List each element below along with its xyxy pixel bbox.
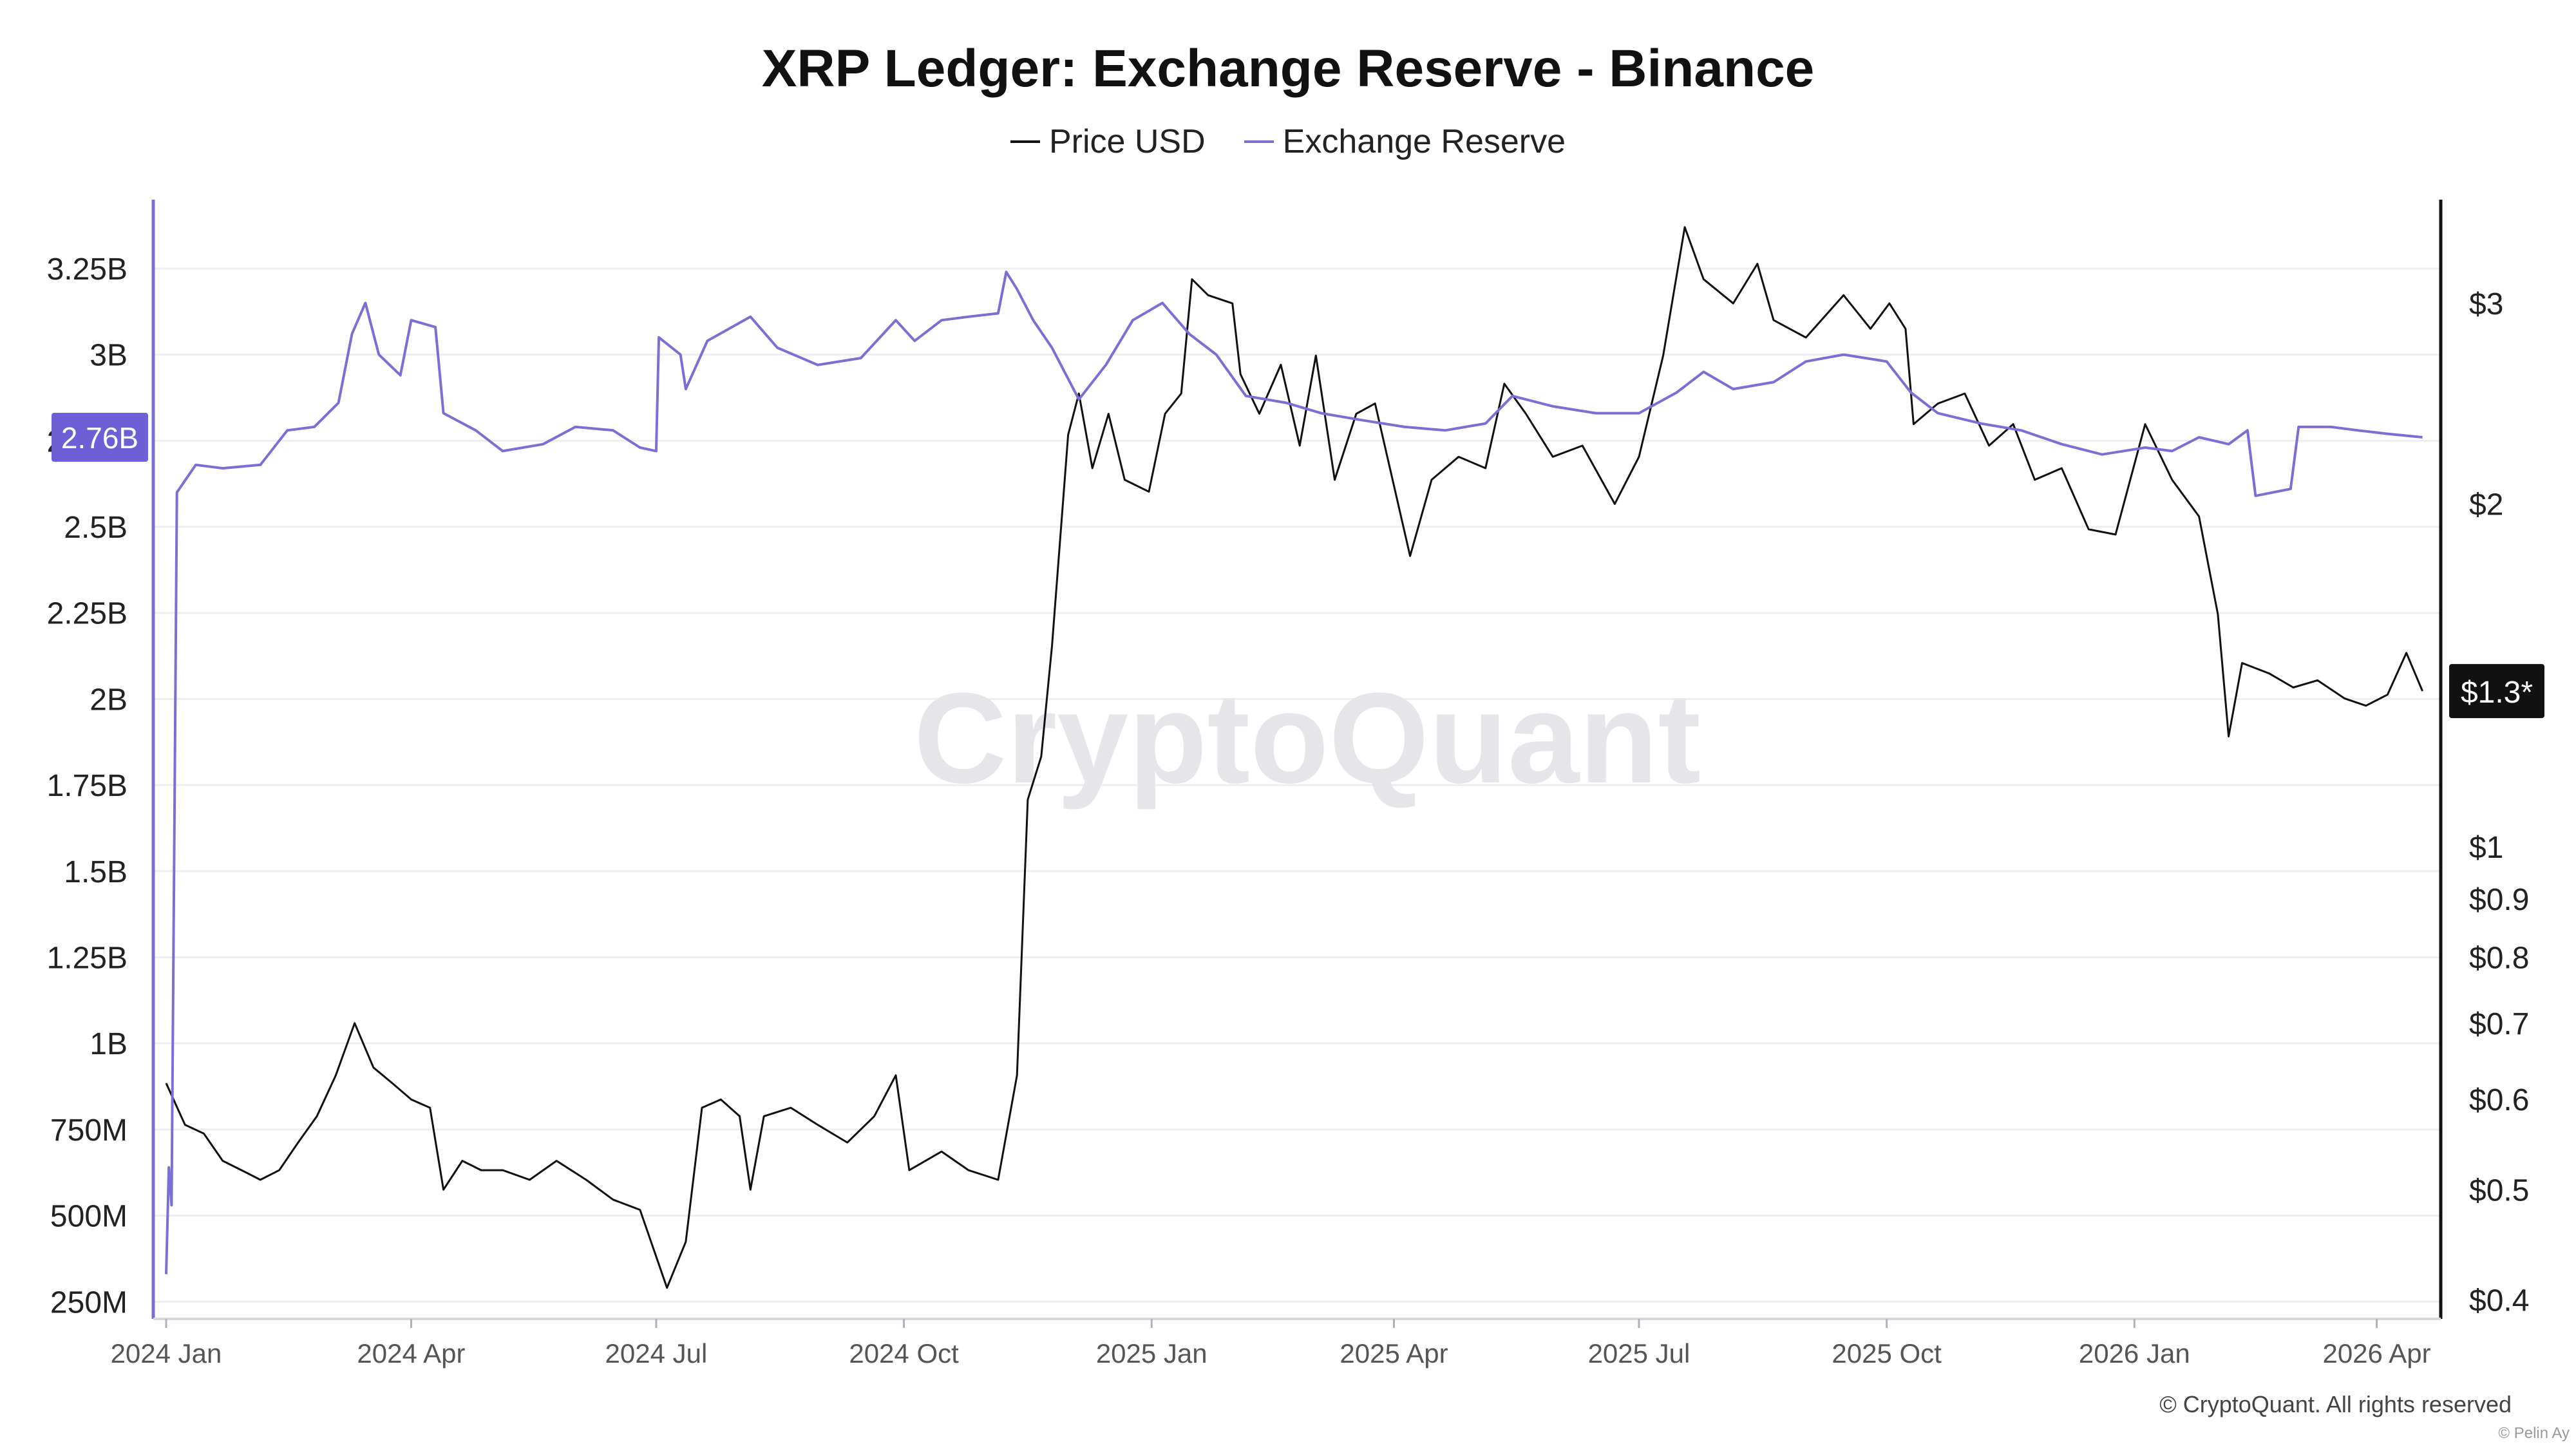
- price-usd-line: [165, 226, 2423, 1289]
- y-left-tick-label: 500M: [50, 1200, 128, 1234]
- x-tick-label: 2024 Jul: [605, 1338, 708, 1368]
- legend-label: Price USD: [1048, 123, 1206, 160]
- y-left-tick-label: 3.25B: [47, 252, 128, 287]
- y-left-tick-label: 3B: [90, 339, 128, 373]
- price-current-marker: [2449, 664, 2544, 719]
- x-tick-label: 2026 Jan: [2079, 1338, 2190, 1368]
- y-left-tick-label: 1B: [90, 1027, 128, 1061]
- x-tick-label: 2025 Apr: [1340, 1338, 1448, 1368]
- y-left-tick-label: 750M: [50, 1113, 128, 1148]
- legend-swatch: [1244, 140, 1274, 143]
- y-right-tick-label: $0.6: [2469, 1083, 2529, 1117]
- y-left-tick-label: 2.25B: [47, 597, 128, 631]
- x-tick-label: 2025 Jan: [1096, 1338, 1208, 1368]
- x-tick-label: 2025 Oct: [1832, 1338, 1942, 1368]
- legend-swatch: [1010, 140, 1040, 143]
- y-left-tick-label: 250M: [50, 1285, 128, 1320]
- y-right-tick-label: $0.4: [2469, 1284, 2529, 1318]
- x-tick-label: 2026 Apr: [2322, 1338, 2430, 1368]
- y-right-tick-label: $1: [2469, 831, 2503, 865]
- y-left-tick-label: 2B: [90, 683, 128, 717]
- y-left-tick-label: 1.25B: [47, 941, 128, 975]
- legend-item[interactable]: Price USD: [1010, 122, 1206, 161]
- x-tick-label: 2025 Jul: [1588, 1338, 1690, 1368]
- x-tick-label: 2024 Jan: [111, 1338, 222, 1368]
- chart-title: XRP Ledger: Exchange Reserve - Binance: [761, 39, 1815, 98]
- exchange-reserve-line: [165, 270, 2423, 1274]
- price-current-value: $1.3*: [2461, 676, 2533, 710]
- y-right-tick-label: $0.7: [2469, 1007, 2529, 1041]
- y-right-tick-label: $0.5: [2469, 1173, 2529, 1208]
- reserve-current-marker: [52, 412, 148, 462]
- legend-item[interactable]: Exchange Reserve: [1244, 122, 1566, 161]
- y-left-tick-label: 2.5B: [64, 511, 128, 545]
- y-left-tick-label: 1.5B: [64, 855, 128, 889]
- x-tick-label: 2024 Apr: [357, 1338, 465, 1368]
- y-right-tick-label: $2: [2469, 488, 2503, 522]
- y-right-tick-label: $0.8: [2469, 941, 2529, 975]
- y-right-tick-label: $0.9: [2469, 883, 2529, 917]
- credit-text: © Pelin Ay: [2498, 1425, 2570, 1442]
- y-left-tick-label: 1.75B: [47, 769, 128, 803]
- legend-label: Exchange Reserve: [1282, 123, 1566, 160]
- reserve-current-value: 2.76B: [61, 421, 138, 455]
- copyright-text: © CryptoQuant. All rights reserved: [2159, 1391, 2512, 1417]
- watermark: CryptoQuant: [914, 667, 1701, 810]
- legend: Price USD Exchange Reserve: [0, 122, 2576, 161]
- x-tick-label: 2024 Oct: [849, 1338, 959, 1368]
- y-right-tick-label: $3: [2469, 287, 2503, 321]
